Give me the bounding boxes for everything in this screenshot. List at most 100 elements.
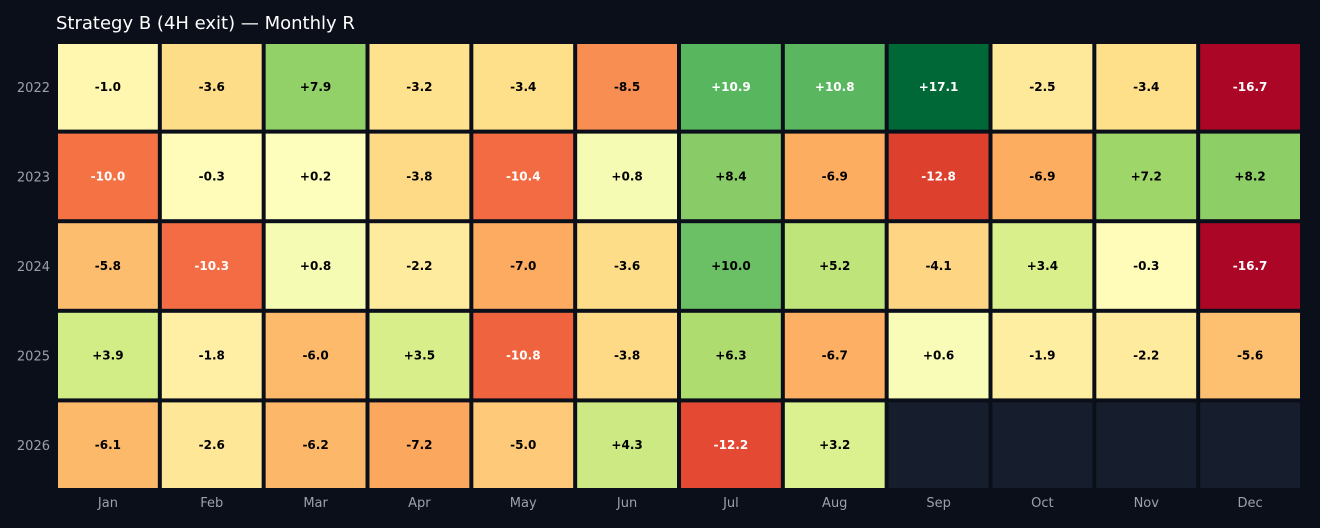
cell-value-label: +3.5 — [404, 349, 435, 363]
cell-value-label: -1.0 — [95, 80, 121, 94]
cell-value-label: -1.9 — [1029, 349, 1055, 363]
heatmap-cell — [368, 43, 471, 131]
heatmap-cell — [576, 132, 679, 221]
heatmap-cell — [680, 311, 782, 400]
cell-value-label: +10.9 — [711, 80, 751, 94]
heatmap-cell — [576, 43, 679, 131]
cell-value-label: +10.8 — [815, 80, 855, 94]
cell-value-label: -6.9 — [822, 169, 848, 183]
cell-value-label: -10.4 — [506, 169, 541, 183]
cell-value-label: -10.0 — [91, 169, 126, 183]
cell-value-label: +3.9 — [92, 349, 123, 363]
heatmap-cell — [57, 401, 159, 489]
heatmap-cell — [368, 222, 471, 310]
heatmap-cell — [160, 222, 263, 310]
heatmap-cell — [783, 132, 886, 221]
heatmap-cell — [991, 311, 1094, 400]
cell-value-label: -6.2 — [302, 438, 328, 452]
x-tick-label: Dec — [1238, 496, 1263, 511]
cell-value-label: -5.8 — [95, 259, 121, 273]
heatmap-cell — [783, 311, 886, 400]
x-tick-label: Aug — [822, 496, 847, 511]
heatmap-cell — [576, 222, 679, 310]
heatmap-cell-empty — [1199, 401, 1301, 489]
cell-value-label: -6.7 — [822, 349, 848, 363]
cell-value-label: -6.0 — [302, 349, 328, 363]
heatmap-cell — [1095, 222, 1198, 310]
heatmap-cell-empty — [1095, 401, 1198, 489]
heatmap-cell — [783, 222, 886, 310]
cell-value-label: -3.2 — [406, 80, 432, 94]
heatmap-cell — [472, 311, 575, 400]
cell-value-label: -7.2 — [406, 438, 432, 452]
heatmap-cell-empty — [991, 401, 1094, 489]
y-tick-label: 2024 — [17, 260, 50, 275]
cell-value-label: -4.1 — [925, 259, 951, 273]
cell-value-label: +6.3 — [715, 349, 746, 363]
x-tick-label: Feb — [200, 496, 223, 511]
cell-value-label: -10.3 — [194, 259, 229, 273]
cell-value-label: -5.6 — [1237, 349, 1263, 363]
cell-value-label: -0.3 — [1133, 259, 1159, 273]
cell-value-label: -12.8 — [921, 169, 956, 183]
heatmap-cell — [264, 222, 367, 310]
heatmap-cell — [887, 132, 990, 221]
cell-value-label: -0.3 — [199, 169, 225, 183]
heatmap-cell — [991, 222, 1094, 310]
cell-value-label: -2.2 — [406, 259, 432, 273]
heatmap-cell — [680, 132, 782, 221]
cell-value-label: +0.8 — [300, 259, 331, 273]
heatmap-cell — [887, 43, 990, 131]
heatmap-cell — [472, 132, 575, 221]
cell-value-label: +3.4 — [1027, 259, 1058, 273]
heatmap-cell-empty — [887, 401, 990, 489]
heatmap-cell — [472, 401, 575, 489]
x-tick-label: Jun — [616, 496, 637, 511]
x-tick-label: Nov — [1134, 496, 1160, 511]
cell-value-label: -6.1 — [95, 438, 121, 452]
cell-value-label: -3.6 — [199, 80, 225, 94]
heatmap-cell — [1199, 43, 1301, 131]
cell-value-label: -16.7 — [1233, 80, 1268, 94]
cell-value-label: -5.0 — [510, 438, 536, 452]
heatmap-cell — [368, 311, 471, 400]
heatmap-cell — [680, 222, 782, 310]
x-tick-label: Apr — [408, 496, 431, 511]
cell-value-label: -3.8 — [406, 169, 432, 183]
heatmap-cell — [783, 43, 886, 131]
heatmap-cell — [991, 43, 1094, 131]
cell-value-label: +10.0 — [711, 259, 751, 273]
y-tick-label: 2025 — [17, 350, 50, 365]
heatmap-cell — [887, 222, 990, 310]
heatmap-cell — [887, 311, 990, 400]
heatmap-cell — [160, 43, 263, 131]
cell-value-label: +0.8 — [611, 169, 642, 183]
x-tick-label: Sep — [926, 496, 951, 511]
heatmap-cell — [1095, 43, 1198, 131]
x-tick-label: Mar — [303, 496, 328, 511]
cell-value-label: +5.2 — [819, 259, 850, 273]
cell-value-label: +4.3 — [611, 438, 642, 452]
heatmap-cell — [1199, 132, 1301, 221]
heatmap-cell — [576, 401, 679, 489]
cell-value-label: -10.8 — [506, 349, 541, 363]
cell-value-label: +7.9 — [300, 80, 331, 94]
heatmap-cell — [576, 311, 679, 400]
heatmap-cell — [57, 43, 159, 131]
cell-value-label: +7.2 — [1131, 169, 1162, 183]
heatmap-cell — [1199, 222, 1301, 310]
cell-value-label: +8.4 — [715, 169, 746, 183]
heatmap-cell — [160, 311, 263, 400]
heatmap-cell — [680, 401, 782, 489]
heatmap-cell — [264, 43, 367, 131]
x-tick-label: Oct — [1031, 496, 1053, 511]
cell-value-label: -3.4 — [510, 80, 536, 94]
heatmap-cell — [264, 132, 367, 221]
cell-value-label: -8.5 — [614, 80, 640, 94]
cell-value-label: +17.1 — [919, 80, 959, 94]
heatmap-cell — [160, 401, 263, 489]
heatmap-cell — [57, 132, 159, 221]
heatmap-cell — [472, 43, 575, 131]
heatmap-cell — [1095, 311, 1198, 400]
